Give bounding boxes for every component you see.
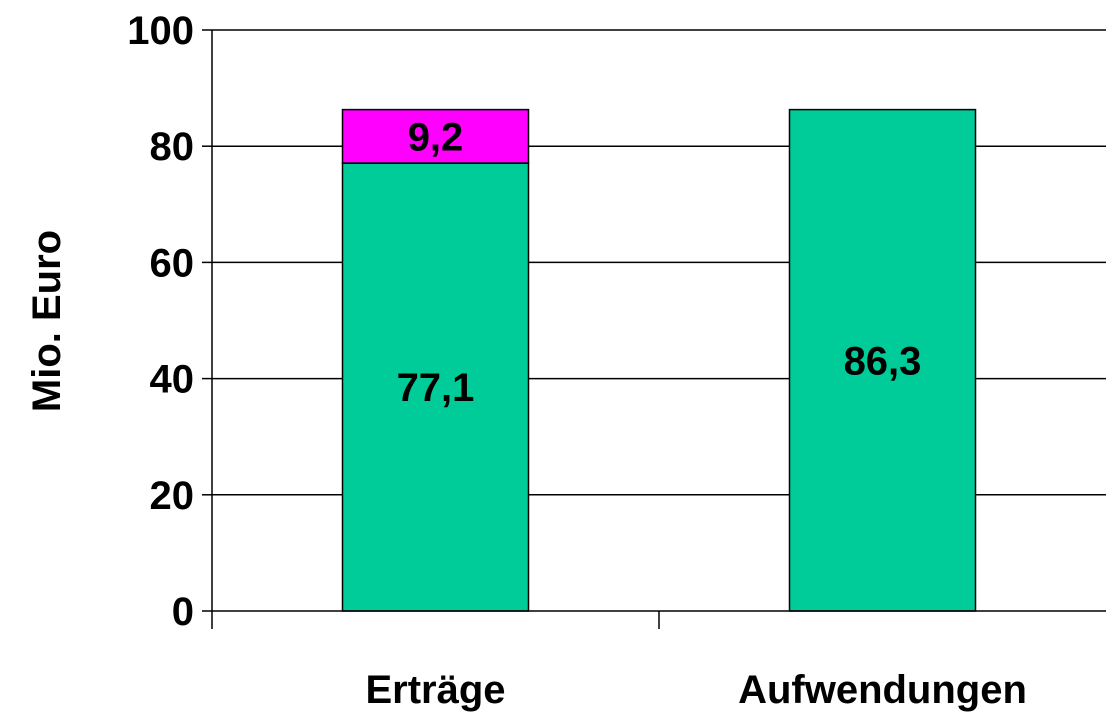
- y-tick-label: 80: [150, 125, 195, 169]
- y-tick-label: 40: [150, 358, 195, 402]
- data-label: 77,1: [397, 366, 475, 410]
- y-tick-label: 100: [127, 9, 194, 53]
- axes: [202, 29, 1106, 629]
- bar-segment: [788, 108, 977, 612]
- bar-segment: [341, 108, 530, 164]
- y-axis-title: Mio. Euro: [25, 230, 69, 412]
- data-label: 86,3: [844, 339, 922, 383]
- bar-segment: [341, 162, 530, 612]
- bars: [341, 108, 977, 612]
- x-category-label: Erträge: [365, 668, 505, 712]
- y-tick-label: 60: [150, 241, 195, 285]
- labels: 0 20 40 60 80 100 77,1 9,2 Erträge 86,3 Aufwendung…: [127, 9, 1027, 712]
- y-tick-label: 20: [150, 474, 195, 518]
- x-category-label: Aufwendungen: [738, 668, 1027, 712]
- data-label: 9,2: [408, 115, 464, 159]
- y-tick-label: 0: [172, 590, 194, 634]
